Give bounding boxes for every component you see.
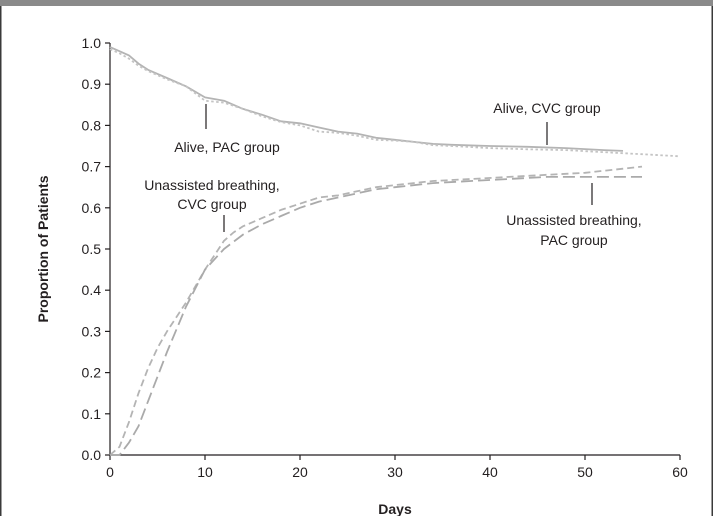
annotation-unassisted-pac: Unassisted breathing, PAC group	[506, 183, 642, 248]
y-tick-label: 0.5	[82, 241, 102, 257]
y-tick-label: 0.6	[82, 200, 102, 216]
series-line-unassisted-breathing-cvc-group	[109, 165, 643, 456]
y-tick-label: 0.9	[82, 76, 102, 92]
top-rule	[0, 0, 713, 6]
y-axis-ticks: 0.0 0.1 0.2 0.3 0.4 0.5 0.6 0.7 0.8 0.9 1.0	[82, 35, 110, 463]
annotation-unassisted-pac-line1: Unassisted breathing,	[506, 212, 641, 228]
x-axis-ticks: 0 10 20 30 40 50 60	[106, 455, 688, 480]
y-tick-label: 0.7	[82, 159, 102, 175]
x-tick-label: 50	[577, 464, 593, 480]
annotation-unassisted-cvc-line2: CVC group	[177, 196, 246, 212]
series-line-alive-pac-group	[109, 46, 624, 152]
y-tick-label: 0.1	[82, 406, 102, 422]
annotation-unassisted-cvc: Unassisted breathing, CVC group	[144, 177, 280, 232]
series-line-unassisted-breathing-pac-group	[110, 175, 642, 456]
x-tick-label: 20	[292, 464, 308, 480]
series-layer	[109, 46, 681, 456]
annotation-alive-pac-label: Alive, PAC group	[174, 139, 280, 155]
annotation-alive-cvc: Alive, CVC group	[493, 100, 601, 145]
x-tick-label: 10	[197, 464, 213, 480]
y-tick-label: 0.2	[82, 365, 102, 381]
y-tick-label: 0.8	[82, 117, 102, 133]
x-tick-label: 60	[672, 464, 688, 480]
annotation-unassisted-cvc-line1: Unassisted breathing,	[144, 177, 279, 193]
y-tick-label: 0.4	[82, 282, 102, 298]
x-axis-title: Days	[378, 501, 412, 516]
y-axis-title: Proportion of Patients	[35, 175, 51, 322]
annotation-unassisted-pac-line2: PAC group	[540, 232, 608, 248]
y-tick-label: 0.0	[82, 447, 102, 463]
x-tick-label: 0	[106, 464, 114, 480]
annotation-alive-pac: Alive, PAC group	[174, 104, 280, 155]
y-tick-label: 1.0	[82, 35, 102, 51]
annotation-alive-cvc-label: Alive, CVC group	[493, 100, 601, 116]
x-tick-label: 40	[482, 464, 498, 480]
series-line-alive-cvc-group	[109, 48, 681, 158]
x-tick-label: 30	[387, 464, 403, 480]
y-tick-label: 0.3	[82, 323, 102, 339]
